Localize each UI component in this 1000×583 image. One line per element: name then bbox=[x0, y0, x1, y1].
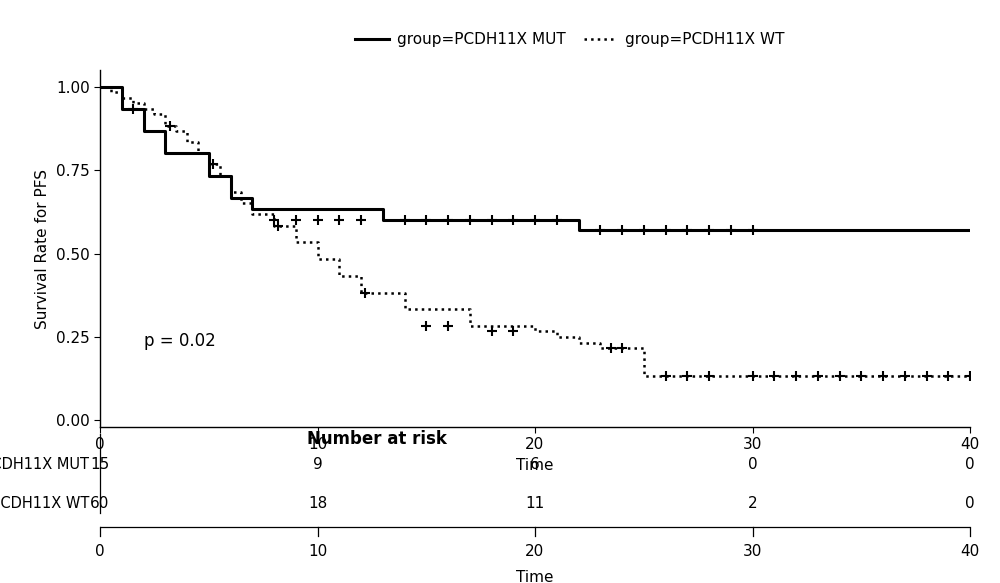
Text: 0: 0 bbox=[965, 497, 975, 511]
Text: 2: 2 bbox=[748, 497, 757, 511]
Text: 0: 0 bbox=[748, 456, 757, 472]
Text: 6: 6 bbox=[530, 456, 540, 472]
Text: Number at risk: Number at risk bbox=[307, 430, 446, 448]
Text: 30: 30 bbox=[743, 544, 762, 559]
Text: 0: 0 bbox=[95, 544, 105, 559]
Text: 20: 20 bbox=[525, 544, 545, 559]
Text: 10: 10 bbox=[308, 544, 327, 559]
Text: 11: 11 bbox=[525, 497, 545, 511]
Text: 60: 60 bbox=[90, 497, 110, 511]
Text: p = 0.02: p = 0.02 bbox=[144, 332, 215, 350]
X-axis label: Time: Time bbox=[516, 458, 554, 473]
Text: Time: Time bbox=[516, 570, 554, 583]
Text: group=PCDH11X MUT: group=PCDH11X MUT bbox=[0, 456, 89, 472]
Text: 18: 18 bbox=[308, 497, 327, 511]
Y-axis label: Survival Rate for PFS: Survival Rate for PFS bbox=[35, 168, 50, 328]
Text: 15: 15 bbox=[90, 456, 110, 472]
Text: 40: 40 bbox=[960, 544, 980, 559]
Text: 9: 9 bbox=[313, 456, 322, 472]
Text: group=PCDH11X WT: group=PCDH11X WT bbox=[0, 497, 89, 511]
Text: 0: 0 bbox=[965, 456, 975, 472]
Legend: group=PCDH11X MUT, group=PCDH11X WT: group=PCDH11X MUT, group=PCDH11X WT bbox=[349, 26, 790, 53]
